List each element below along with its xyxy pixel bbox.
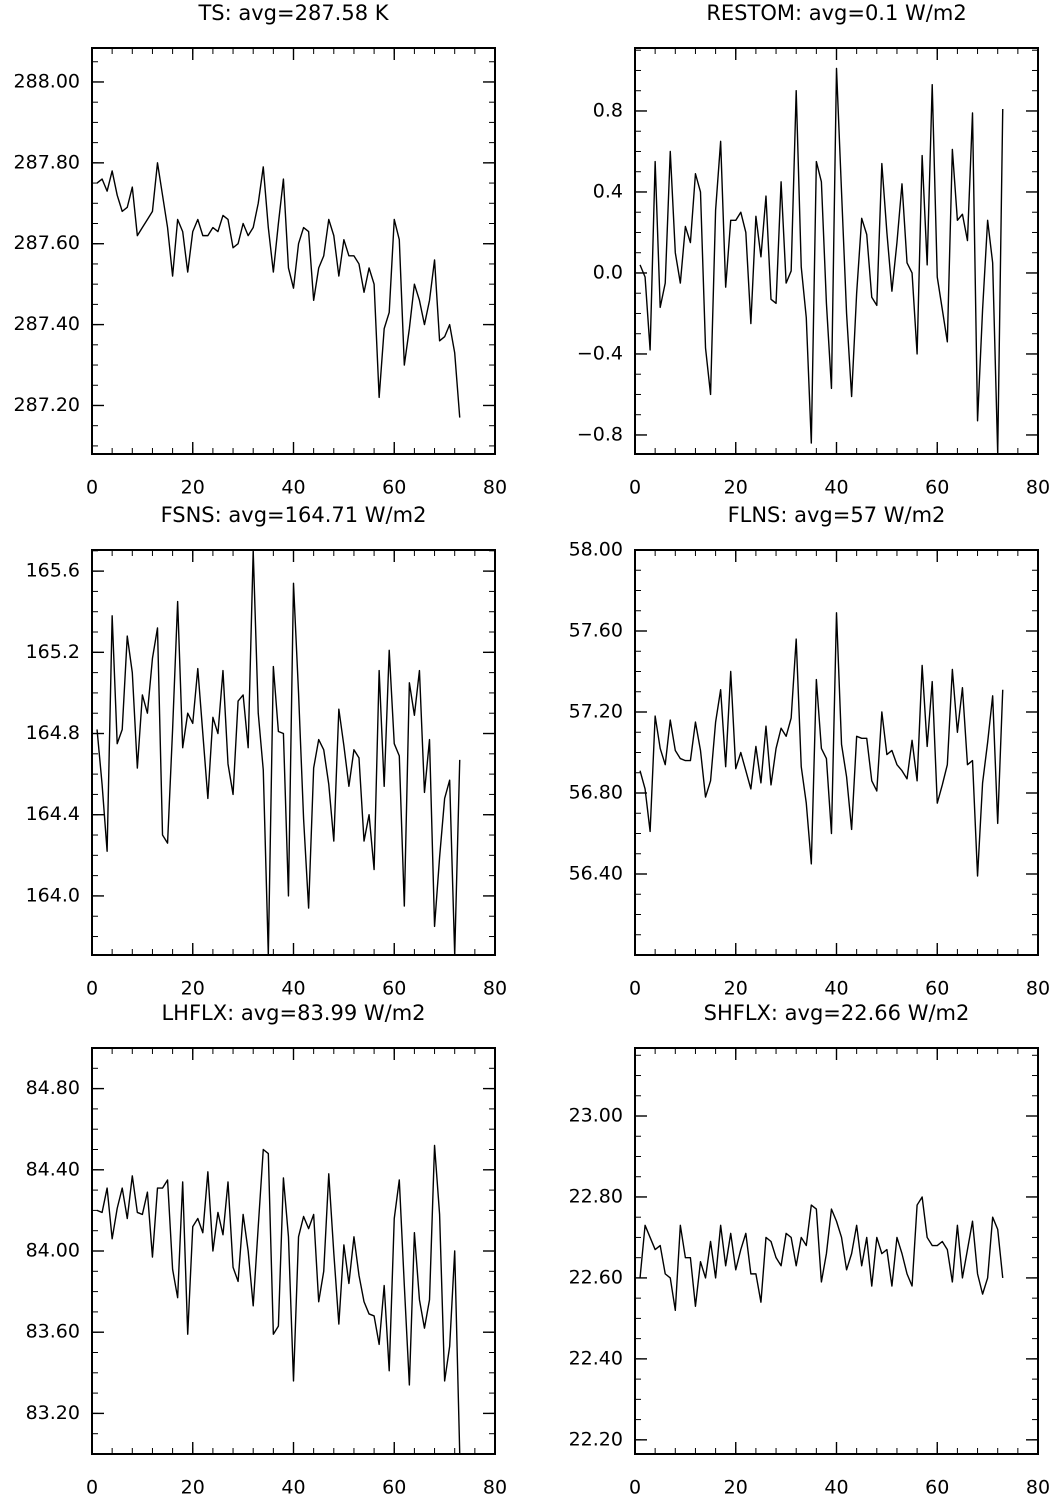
x-tick-label: 20 bbox=[724, 477, 748, 499]
x-tick-label: 60 bbox=[925, 978, 949, 1000]
x-tick-label: 40 bbox=[824, 477, 848, 499]
y-tick-label: 84.80 bbox=[26, 1077, 80, 1099]
x-tick-label: 80 bbox=[483, 978, 507, 1000]
y-tick-label: 83.20 bbox=[26, 1402, 80, 1424]
x-tick-label: 20 bbox=[724, 1477, 748, 1494]
y-tick-label: −0.8 bbox=[577, 423, 623, 445]
x-tick-label: 80 bbox=[483, 1477, 507, 1494]
y-tick-label: 22.20 bbox=[569, 1428, 623, 1450]
plot-frame bbox=[634, 47, 1039, 455]
series-line bbox=[639, 67, 1004, 454]
x-tick-label: 80 bbox=[1026, 477, 1050, 499]
x-tick-label: 20 bbox=[181, 1477, 205, 1494]
x-tick-label: 60 bbox=[925, 477, 949, 499]
x-tick-label: 0 bbox=[629, 477, 641, 499]
x-tick-label: 60 bbox=[925, 1477, 949, 1494]
series-line bbox=[96, 550, 461, 956]
y-tick-label: 0.4 bbox=[593, 180, 623, 202]
y-tick-label: 164.0 bbox=[26, 884, 80, 906]
x-tick-label: 60 bbox=[382, 477, 406, 499]
y-tick-label: 164.4 bbox=[26, 803, 80, 825]
y-tick-label: 0.0 bbox=[593, 261, 623, 283]
y-tick-label: 23.00 bbox=[569, 1105, 623, 1127]
x-tick-label: 60 bbox=[382, 1477, 406, 1494]
series-line bbox=[639, 1196, 1004, 1311]
y-tick-label: −0.4 bbox=[577, 342, 623, 364]
series-line bbox=[96, 162, 461, 418]
x-tick-label: 0 bbox=[86, 477, 98, 499]
x-tick-label: 40 bbox=[281, 978, 305, 1000]
series-line bbox=[96, 1144, 461, 1455]
plot-frame bbox=[634, 1047, 1039, 1455]
y-tick-label: 165.2 bbox=[26, 641, 80, 663]
y-tick-label: 84.40 bbox=[26, 1158, 80, 1180]
x-tick-label: 80 bbox=[1026, 978, 1050, 1000]
y-tick-label: 58.00 bbox=[569, 539, 623, 561]
x-tick-label: 20 bbox=[724, 978, 748, 1000]
x-tick-label: 80 bbox=[483, 477, 507, 499]
x-tick-label: 0 bbox=[86, 978, 98, 1000]
chart-title: LHFLX: avg=83.99 W/m2 bbox=[161, 1001, 425, 1025]
plot-frame bbox=[91, 549, 496, 956]
chart-title: FLNS: avg=57 W/m2 bbox=[728, 503, 946, 527]
y-tick-label: 57.20 bbox=[569, 701, 623, 723]
y-tick-label: 287.20 bbox=[14, 394, 80, 416]
y-tick-label: 56.40 bbox=[569, 863, 623, 885]
x-tick-label: 20 bbox=[181, 978, 205, 1000]
plot-frame bbox=[91, 1047, 496, 1455]
y-tick-label: 165.6 bbox=[26, 560, 80, 582]
y-tick-label: 57.60 bbox=[569, 620, 623, 642]
y-tick-label: 287.60 bbox=[14, 232, 80, 254]
y-tick-label: 84.00 bbox=[26, 1240, 80, 1262]
x-tick-label: 60 bbox=[382, 978, 406, 1000]
y-tick-label: 164.8 bbox=[26, 722, 80, 744]
x-tick-label: 40 bbox=[824, 1477, 848, 1494]
chart-title: FSNS: avg=164.71 W/m2 bbox=[161, 503, 427, 527]
x-tick-label: 40 bbox=[281, 1477, 305, 1494]
series-line bbox=[639, 612, 1004, 877]
y-tick-label: 22.60 bbox=[569, 1266, 623, 1288]
x-tick-label: 80 bbox=[1026, 1477, 1050, 1494]
y-tick-label: 22.40 bbox=[569, 1347, 623, 1369]
y-tick-label: 83.60 bbox=[26, 1321, 80, 1343]
x-tick-label: 20 bbox=[181, 477, 205, 499]
y-tick-label: 287.40 bbox=[14, 313, 80, 335]
y-tick-label: 287.80 bbox=[14, 151, 80, 173]
chart-title: RESTOM: avg=0.1 W/m2 bbox=[706, 1, 966, 25]
chart-title: SHFLX: avg=22.66 W/m2 bbox=[704, 1001, 970, 1025]
x-tick-label: 0 bbox=[629, 1477, 641, 1494]
y-tick-label: 56.80 bbox=[569, 782, 623, 804]
chart-title: TS: avg=287.58 K bbox=[197, 1, 389, 25]
plot-frame bbox=[634, 549, 1039, 956]
plot-frame bbox=[91, 47, 496, 455]
y-tick-label: 0.8 bbox=[593, 99, 623, 121]
y-tick-label: 288.00 bbox=[14, 70, 80, 92]
y-tick-label: 22.80 bbox=[569, 1185, 623, 1207]
x-tick-label: 0 bbox=[629, 978, 641, 1000]
x-tick-label: 40 bbox=[824, 978, 848, 1000]
x-tick-label: 40 bbox=[281, 477, 305, 499]
x-tick-label: 0 bbox=[86, 1477, 98, 1494]
